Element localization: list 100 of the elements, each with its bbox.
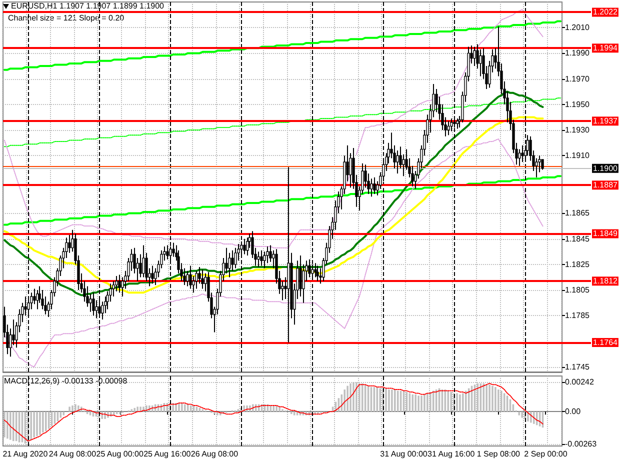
- y-tick-label: 0.00242: [565, 377, 594, 386]
- candlestick: [160, 250, 163, 269]
- candlestick: [172, 242, 175, 258]
- y-tick-label: -0.00263: [565, 439, 598, 448]
- candlestick: [334, 200, 337, 230]
- candlestick: [387, 142, 390, 164]
- candlestick: [44, 296, 47, 315]
- candlestick: [444, 116, 447, 137]
- candlestick: [112, 280, 115, 297]
- candlestick: [402, 154, 405, 177]
- candlestick: [106, 290, 109, 310]
- ref-line-label: 1.1812: [593, 276, 618, 286]
- candlestick: [133, 247, 136, 274]
- candlestick: [535, 158, 538, 178]
- candlestick: [231, 250, 234, 272]
- x-tick-label: 31 Aug 00:00: [380, 450, 428, 458]
- x-tick-label: 24 Aug 08:00: [48, 450, 97, 458]
- ref-line-label: 1.2022: [593, 8, 618, 17]
- ref-line-label: 1.1849: [593, 229, 618, 238]
- y-tick-label: 1.1865: [565, 208, 590, 218]
- candlestick: [367, 173, 370, 195]
- candlestick: [314, 262, 317, 278]
- y-tick-label: 0.00: [565, 407, 582, 416]
- candlestick: [269, 244, 272, 262]
- candlestick: [302, 264, 305, 304]
- line-series: [4, 138, 544, 368]
- candlestick: [163, 246, 166, 262]
- candlestick: [228, 252, 231, 278]
- candlestick: [101, 301, 104, 320]
- candlestick: [118, 274, 121, 294]
- x-tick-label: 25 Aug 16:00: [144, 450, 192, 458]
- candlestick: [246, 237, 249, 256]
- candlestick: [151, 265, 154, 284]
- candlestick: [145, 252, 148, 282]
- y-tick-label: 1.1845: [565, 234, 590, 244]
- candlestick: [447, 120, 450, 136]
- y-tick-label: 1.1970: [565, 74, 590, 84]
- candlestick: [24, 296, 27, 316]
- candlestick: [260, 250, 263, 266]
- candlestick: [479, 48, 482, 77]
- candlestick: [109, 283, 112, 302]
- candlestick: [343, 155, 346, 195]
- candlestick: [201, 269, 204, 290]
- x-tick-label: 2 Sep 00:00: [524, 450, 568, 458]
- y-tick-label: 1.1950: [565, 100, 590, 109]
- chart-title: EURUSD,H1 1.1907 1.1907 1.1899 1.1900: [11, 2, 165, 10]
- candlestick: [234, 247, 237, 269]
- y-tick-label: 1.1805: [565, 286, 590, 295]
- candlestick: [136, 258, 139, 282]
- candlestick: [183, 268, 186, 286]
- candlestick: [506, 91, 509, 123]
- candlestick: [316, 265, 319, 282]
- candlestick: [142, 244, 145, 278]
- candlestick: [198, 266, 201, 284]
- candlestick: [266, 246, 269, 264]
- candlestick: [65, 237, 68, 259]
- candlestick: [435, 88, 438, 113]
- candlestick: [154, 268, 157, 286]
- candlestick: [441, 104, 444, 131]
- ref-line-label: 1.1937: [593, 116, 618, 126]
- candlestick: [83, 280, 86, 302]
- y-tick-label: 1.1825: [565, 260, 590, 269]
- candlestick: [521, 144, 524, 163]
- candlestick: [281, 280, 284, 301]
- candlestick: [500, 62, 503, 95]
- x-tick-label: 26 Aug 08:00: [190, 450, 239, 458]
- candlestick: [299, 254, 302, 297]
- candlestick: [393, 144, 396, 169]
- candlestick: [92, 292, 95, 316]
- candlestick: [263, 251, 266, 269]
- x-tick-label: 21 Aug 2020: [2, 450, 48, 458]
- candlestick: [115, 275, 118, 292]
- candlestick: [95, 300, 98, 319]
- candlestick: [225, 247, 228, 274]
- candlestick: [166, 244, 169, 260]
- ref-line-label: 1.1900: [593, 164, 618, 173]
- candlestick: [432, 83, 435, 118]
- candlestick: [121, 276, 124, 297]
- y-tick-label: 1.1990: [565, 48, 590, 58]
- candlestick: [9, 328, 12, 358]
- candlestick: [127, 258, 130, 282]
- candlestick: [411, 165, 414, 187]
- y-tick-label: 1.1745: [565, 362, 590, 372]
- x-tick-label: 25 Aug 00:00: [96, 450, 144, 458]
- candlestick: [308, 258, 311, 278]
- candlestick: [364, 164, 367, 188]
- candlestick: [186, 270, 189, 287]
- candlestick: [408, 158, 411, 178]
- candlestick: [538, 155, 541, 173]
- candlestick: [373, 176, 376, 195]
- y-tick-label: 1.1930: [565, 126, 590, 135]
- y-tick-label: 1.2010: [565, 23, 590, 32]
- candlestick: [41, 290, 44, 310]
- candlestick: [450, 118, 453, 132]
- x-tick-label: 31 Aug 16:00: [428, 450, 476, 458]
- candlestick: [476, 44, 479, 70]
- candlestick: [12, 319, 15, 346]
- candlestick: [21, 302, 24, 323]
- candlestick: [243, 238, 246, 255]
- candlestick: [518, 148, 521, 166]
